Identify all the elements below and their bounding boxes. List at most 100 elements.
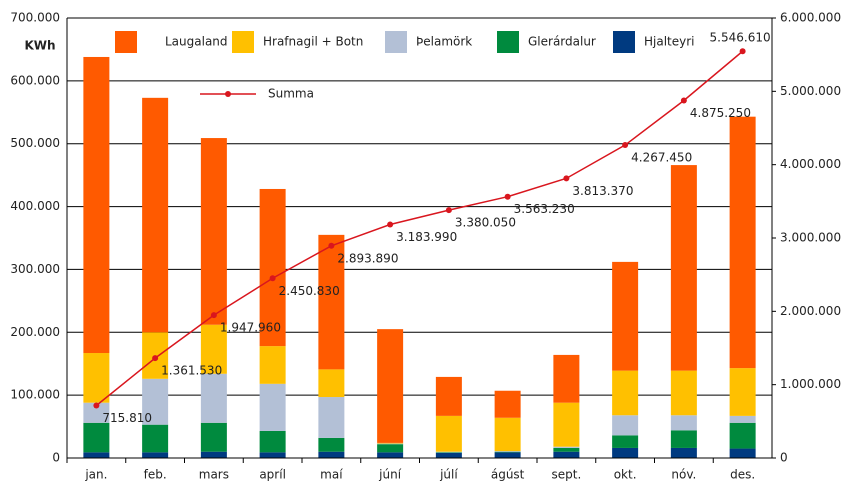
legend-swatch: [497, 31, 519, 53]
bar-segment: [377, 442, 404, 444]
bar-segment: [729, 368, 756, 416]
bar-segment: [553, 451, 580, 458]
data-label: 3.183.990: [396, 230, 457, 244]
legend-label: Hrafnagil + Botn: [263, 35, 363, 49]
bar-segment: [435, 452, 462, 458]
bar-segment: [318, 451, 345, 458]
y2-tick-label: 2.000.000: [780, 304, 841, 318]
x-tick-label: apríl: [259, 468, 286, 482]
x-tick-label: jan.: [84, 468, 107, 482]
bar-segment: [670, 415, 697, 431]
legend-swatch: [613, 31, 635, 53]
bar-segment: [494, 451, 521, 452]
bar-segment: [318, 369, 345, 398]
bar-segment: [142, 97, 169, 333]
x-tick-label: júlí: [439, 468, 458, 482]
bar-segment: [494, 417, 521, 452]
data-label: 1.947.960: [220, 321, 281, 335]
bar-segment: [200, 451, 227, 458]
x-tick-label: sept.: [551, 468, 581, 482]
y2-tick-label: 3.000.000: [780, 231, 841, 245]
line-marker: [445, 207, 452, 214]
line-marker: [504, 193, 511, 200]
data-label: 2.893.890: [337, 251, 398, 265]
data-label: 1.361.530: [161, 364, 222, 378]
bar-segment: [200, 373, 227, 423]
bar-segment: [553, 447, 580, 452]
data-label: 3.813.370: [572, 184, 633, 198]
data-label: 4.267.450: [631, 151, 692, 165]
y-tick-label: 200.000: [10, 325, 60, 339]
x-tick-label: ágúst: [491, 468, 525, 482]
bar-segment: [200, 422, 227, 452]
legend-label: Glerárdalur: [528, 35, 596, 49]
x-tick-label: okt.: [614, 468, 637, 482]
bar-segment: [83, 422, 110, 453]
y2-tick-label: 1.000.000: [780, 377, 841, 391]
line-marker: [152, 355, 159, 362]
legend-marker: [225, 91, 231, 97]
bar-segment: [553, 446, 580, 448]
y-tick-label: 300.000: [10, 262, 60, 276]
x-tick-label: mars: [199, 468, 229, 482]
bar-segment: [377, 329, 404, 443]
bar-segment: [377, 452, 404, 458]
bar-segment: [200, 324, 227, 374]
y-tick-label: 0: [52, 451, 60, 465]
bar-segment: [670, 430, 697, 448]
bar-segment: [83, 452, 110, 458]
legend-swatch: [385, 31, 407, 53]
bar-segment: [259, 188, 286, 347]
bar-segment: [494, 451, 521, 453]
y-tick-label: 700.000: [10, 11, 60, 25]
x-tick-label: nóv.: [671, 468, 696, 482]
bar-segment: [612, 435, 639, 448]
bar-segment: [259, 346, 286, 384]
y-tick-label: 600.000: [10, 73, 60, 87]
bar-segment: [670, 370, 697, 416]
bar-segment: [83, 353, 110, 403]
line-marker: [563, 175, 570, 182]
bar-segment: [670, 447, 697, 458]
bar-segment: [612, 261, 639, 371]
bar-segment: [494, 390, 521, 418]
bar-segment: [494, 452, 521, 458]
line-marker: [622, 142, 629, 149]
bar-segment: [318, 397, 345, 438]
bar-segment: [142, 424, 169, 453]
bar-segment: [435, 452, 462, 453]
bar-segment: [200, 138, 227, 325]
data-label: 715.810: [102, 411, 152, 425]
data-label: 3.380.050: [455, 216, 516, 230]
bar-segment: [435, 376, 462, 416]
bar-segment: [553, 354, 580, 403]
bar-segment: [670, 165, 697, 371]
data-label: 4.875.250: [690, 106, 751, 120]
y-tick-label: 400.000: [10, 199, 60, 213]
legend-swatch: [115, 31, 137, 53]
bar-segment: [142, 378, 169, 425]
line-marker: [387, 221, 394, 228]
line-marker: [739, 48, 746, 55]
legend-label: Summa: [268, 87, 314, 101]
x-tick-label: júní: [378, 468, 402, 482]
y-tick-label: 500.000: [10, 136, 60, 150]
bar-segment: [83, 56, 110, 354]
bar-segment: [259, 430, 286, 453]
x-tick-label: maí: [320, 468, 343, 482]
legend-label: Laugaland: [165, 35, 228, 49]
bar-segment: [612, 370, 639, 416]
bar-segment: [83, 402, 110, 423]
x-tick-label: des.: [730, 468, 755, 482]
y2-tick-label: 6.000.000: [780, 11, 841, 25]
bar-segment: [435, 451, 462, 453]
bar-segment: [318, 234, 345, 370]
bar-segment: [729, 422, 756, 449]
data-label: 2.450.830: [279, 284, 340, 298]
y2-tick-label: 4.000.000: [780, 157, 841, 171]
bar-segment: [377, 443, 404, 445]
x-tick-label: feb.: [144, 468, 167, 482]
bar-segment: [612, 415, 639, 436]
line-marker: [328, 242, 335, 249]
